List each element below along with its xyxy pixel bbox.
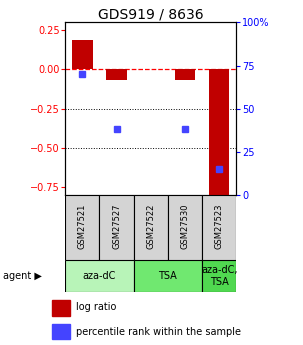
FancyBboxPatch shape (168, 195, 202, 260)
Text: GSM27523: GSM27523 (215, 204, 224, 249)
Text: GSM27521: GSM27521 (78, 204, 87, 249)
Text: GSM27527: GSM27527 (112, 204, 121, 249)
Text: TSA: TSA (158, 271, 177, 281)
FancyBboxPatch shape (99, 195, 134, 260)
Bar (52, 300, 70, 316)
Bar (175, 69, 195, 80)
Bar (106, 69, 127, 80)
Bar (52, 324, 70, 339)
Text: percentile rank within the sample: percentile rank within the sample (76, 327, 241, 337)
Text: GSM27522: GSM27522 (146, 204, 155, 249)
Bar (72, 40, 92, 69)
Text: GSM27530: GSM27530 (181, 204, 189, 249)
FancyBboxPatch shape (134, 260, 202, 292)
Text: agent ▶: agent ▶ (3, 271, 42, 281)
FancyBboxPatch shape (202, 195, 236, 260)
Title: GDS919 / 8636: GDS919 / 8636 (98, 7, 204, 21)
Text: aza-dC,
TSA: aza-dC, TSA (201, 265, 238, 287)
Bar (209, 69, 229, 195)
Text: aza-dC: aza-dC (83, 271, 116, 281)
Text: log ratio: log ratio (76, 303, 117, 313)
FancyBboxPatch shape (65, 260, 134, 292)
FancyBboxPatch shape (65, 195, 99, 260)
FancyBboxPatch shape (134, 195, 168, 260)
FancyBboxPatch shape (202, 260, 236, 292)
